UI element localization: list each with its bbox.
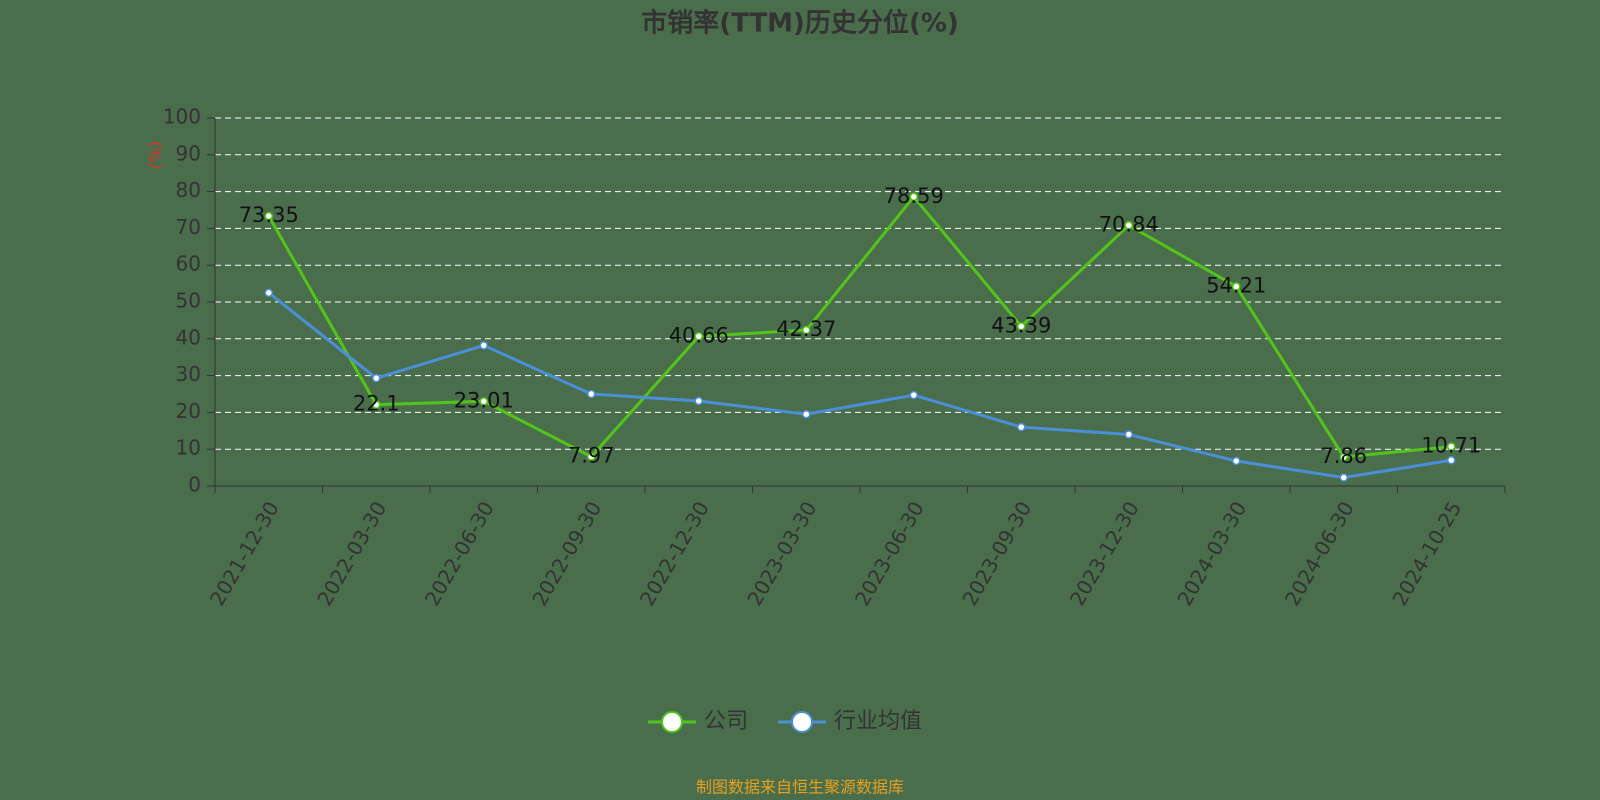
y-tick-label: 0 (188, 473, 201, 497)
legend-label: 行业均值 (834, 709, 922, 734)
data-point (1017, 422, 1026, 432)
y-axis-label: (%) (146, 141, 165, 169)
data-point (479, 341, 488, 350)
data-point (1124, 221, 1133, 230)
data-point (1232, 282, 1241, 291)
data-label: 73.35 (239, 203, 299, 227)
data-point (372, 373, 381, 383)
data-point (694, 332, 703, 341)
chart-title: 市销率(TTM)历史分位(%) (641, 8, 959, 39)
data-point (1339, 452, 1348, 462)
legend-marker (661, 711, 683, 733)
data-point (909, 390, 918, 400)
data-label: 7.97 (568, 444, 615, 468)
data-label: 70.84 (1099, 212, 1159, 236)
y-tick-label: 90 (176, 141, 201, 165)
y-tick-label: 40 (176, 325, 201, 349)
data-point (264, 288, 273, 298)
data-label: 7.86 (1320, 444, 1367, 468)
series-line (267, 194, 1452, 459)
data-point (1447, 442, 1456, 451)
legend-label: 公司 (704, 709, 748, 734)
data-point (909, 192, 918, 202)
data-point (694, 396, 703, 406)
legend-marker (791, 711, 813, 733)
data-point (1232, 456, 1241, 466)
data-point (264, 211, 273, 221)
data-point (372, 400, 381, 409)
data-point (587, 389, 596, 399)
y-tick-label: 80 (176, 178, 201, 202)
data-point (479, 397, 488, 406)
y-tick-label: 70 (176, 215, 201, 239)
footer: 制图数据来自恒生聚源数据库 (696, 778, 904, 797)
data-label: 23.01 (454, 388, 514, 412)
y-tick-label: 30 (176, 362, 201, 386)
data-label: 78.59 (884, 184, 944, 208)
y-tick-label: 20 (176, 399, 201, 423)
data-point (802, 409, 811, 419)
series-line (267, 291, 1452, 480)
y-tick-label: 100 (163, 105, 201, 129)
data-label: 22.1 (353, 392, 400, 416)
data-label: 42.37 (776, 317, 836, 341)
data-label: 54.21 (1206, 274, 1266, 298)
data-point (1339, 473, 1348, 482)
data-point (587, 452, 596, 461)
data-point (1124, 430, 1133, 439)
data-point (1017, 322, 1026, 331)
data-label: 43.39 (991, 313, 1051, 337)
data-point (1447, 455, 1456, 465)
y-tick-label: 50 (176, 289, 201, 313)
y-tick-label: 10 (176, 436, 201, 460)
data-label: 40.66 (669, 323, 729, 347)
y-tick-label: 60 (176, 252, 201, 276)
data-point (802, 325, 811, 335)
data-label: 10.71 (1421, 434, 1481, 458)
